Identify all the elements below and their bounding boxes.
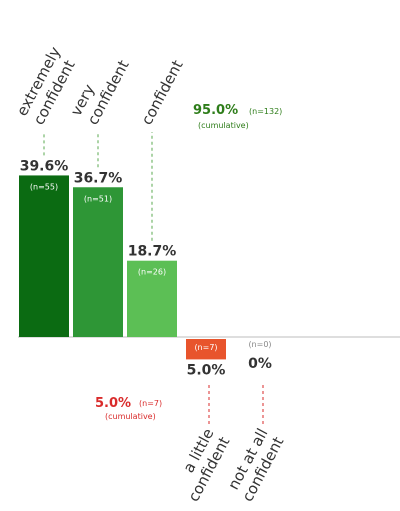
positive-summary-note: (cumulative): [198, 121, 249, 130]
positive-summary-n: (n=132): [249, 107, 282, 116]
negative-summary-note: (cumulative): [105, 412, 156, 421]
value-label: 5.0%: [187, 362, 226, 378]
negative-summary-n: (n=7): [139, 399, 162, 408]
n-label: (n=55): [30, 182, 58, 191]
category-label: confident: [138, 57, 187, 128]
value-label: 36.7%: [74, 170, 123, 186]
category-label: not at allconfident: [223, 425, 288, 504]
positive-summary: 95.0% (n=132) (cumulative): [193, 103, 282, 130]
category-label-line: confident: [138, 57, 187, 128]
positive-summary-value: 95.0%: [193, 103, 238, 118]
value-label: 0%: [248, 356, 272, 372]
category-label: veryconfident: [67, 48, 133, 128]
n-label: (n=0): [248, 340, 271, 349]
category-label: extremelyconfident: [13, 44, 81, 128]
negative-summary: 5.0% (n=7) (cumulative): [95, 396, 162, 421]
n-label: (n=51): [84, 194, 112, 203]
bar: [73, 187, 123, 337]
category-label: a littleconfident: [169, 425, 234, 504]
value-label: 18.7%: [128, 244, 177, 260]
negative-summary-value: 5.0%: [95, 396, 131, 411]
value-label: 39.6%: [20, 158, 69, 174]
bar: [19, 175, 69, 337]
n-label: (n=7): [194, 343, 217, 352]
n-label: (n=26): [138, 268, 166, 277]
bars-layer: 39.6% (n=55) extremelyconfident 36.7% (n=51)…: [13, 44, 288, 505]
